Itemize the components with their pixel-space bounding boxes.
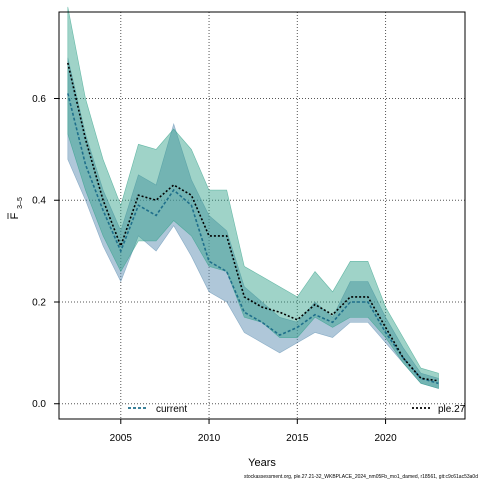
- x-tick-label: 2020: [374, 433, 397, 444]
- x-tick-label: 2010: [198, 433, 221, 444]
- footer-text: stockassessment.org, ple.27.21-32_WKBPLA…: [244, 474, 478, 480]
- grid-lines: [59, 12, 465, 419]
- series-line-current: [67, 93, 439, 385]
- y-axis-title-main: F: [9, 212, 21, 219]
- y-tick-label: 0.6: [32, 94, 46, 105]
- legend-label-current: current: [156, 404, 187, 415]
- legend: current ple.27: [128, 404, 466, 415]
- y-tick-label: 0.4: [32, 196, 46, 207]
- x-tick-label: 2015: [286, 433, 309, 444]
- y-tick-label: 0.2: [32, 297, 46, 308]
- series-lines: [67, 62, 439, 385]
- x-axis: 2005 2010 2015 2020: [110, 419, 397, 444]
- x-tick-label: 2005: [110, 433, 133, 444]
- y-axis-title: F 3–5: [7, 197, 24, 219]
- confidence-band: [67, 6, 439, 389]
- y-tick-label: 0.0: [32, 399, 46, 410]
- series-line-ple.27: [67, 62, 439, 382]
- legend-label-ple.27: ple.27: [438, 404, 466, 415]
- y-axis: 0.0 0.2 0.4 0.6: [32, 94, 59, 410]
- plot-frame: [58, 11, 466, 420]
- confidence-bands: [67, 6, 439, 389]
- x-axis-title: Years: [248, 457, 276, 469]
- y-axis-title-subscript: 3–5: [17, 197, 24, 209]
